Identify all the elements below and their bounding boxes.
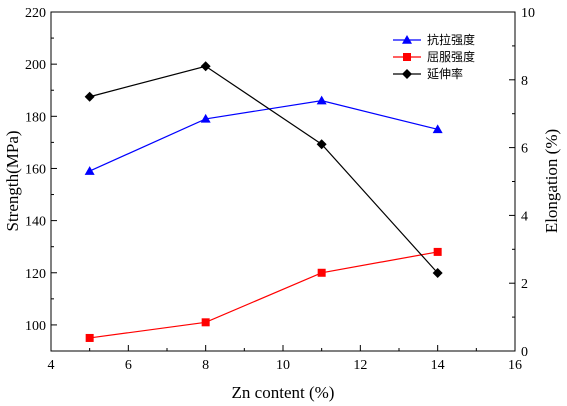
x-tick-label: 14 (431, 358, 445, 373)
left-y-tick-label: 100 (25, 319, 46, 334)
series-line-3 (89, 65, 439, 274)
series-3-point (84, 91, 95, 102)
left-y-axis-ticks: 100 120 140 160 180 200 220 (25, 6, 57, 334)
left-y-tick-label: 120 (25, 267, 46, 282)
right-y-tick-label: 2 (521, 277, 528, 292)
x-tick-label: 10 (276, 358, 290, 373)
legend-marker (402, 35, 412, 44)
series-2-point (201, 318, 210, 327)
series-3-point (200, 61, 211, 72)
legend-label: 抗拉强度 (427, 32, 475, 47)
x-tick-label: 12 (353, 358, 367, 373)
left-y-tick-label: 140 (25, 215, 46, 230)
x-axis-ticks: 4 6 8 10 12 14 16 (48, 345, 522, 373)
series-1-point (432, 124, 443, 134)
series-line-1 (89, 100, 438, 172)
right-y-tick-label: 0 (521, 345, 528, 360)
series-line-2 (89, 251, 438, 339)
series-1-point (200, 113, 211, 123)
series-2-point (317, 268, 326, 277)
right-y-tick-label: 8 (521, 74, 528, 89)
right-y-tick-label: 10 (521, 6, 535, 21)
x-tick-label: 16 (508, 358, 522, 373)
right-y-axis-title: Elongation (%) (542, 129, 561, 233)
x-tick-label: 4 (48, 358, 55, 373)
x-axis-title: Zn content (%) (232, 383, 335, 402)
series-layer (84, 61, 443, 342)
left-y-tick-label: 160 (25, 162, 46, 177)
series-1-point (316, 95, 327, 105)
series-3-point (316, 139, 327, 150)
legend-label: 屈服强度 (427, 49, 475, 64)
right-y-tick-label: 6 (521, 142, 528, 157)
right-y-tick-label: 4 (521, 209, 528, 224)
left-y-tick-label: 180 (25, 110, 46, 125)
right-y-axis-ticks: 0 2 4 6 8 10 (509, 6, 535, 360)
legend-marker (402, 69, 412, 79)
series-1-point (84, 166, 95, 175)
legend-marker (403, 53, 411, 61)
series-2-point (85, 333, 94, 342)
left-y-tick-label: 220 (25, 6, 46, 21)
series-2-point (433, 247, 442, 256)
x-tick-label: 6 (125, 358, 132, 373)
legend-label: 延伸率 (427, 66, 463, 81)
left-y-tick-label: 200 (25, 58, 46, 73)
series-3-point (432, 268, 443, 279)
left-y-axis-title: Strength(MPa) (3, 130, 22, 231)
x-tick-label: 8 (202, 358, 209, 373)
